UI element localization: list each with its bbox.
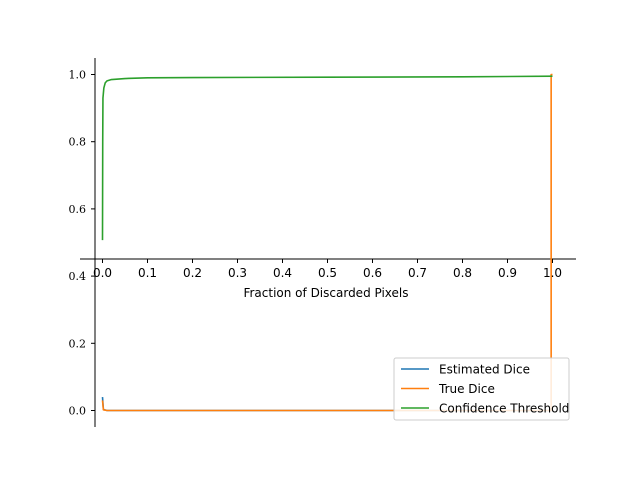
x-tick-label: 0.7: [408, 266, 427, 280]
x-ticks: 0.0 0.1 0.2 0.3 0.4 0.5 0.6 0.7 0.8 0.9 1.0: [93, 259, 562, 280]
y-tick-label: 0.6: [69, 203, 87, 216]
x-tick-label: 0.3: [228, 266, 247, 280]
legend-label: True Dice: [438, 382, 495, 396]
y-tick-label: 0.2: [69, 337, 87, 350]
legend-label: Estimated Dice: [439, 363, 530, 377]
series-line-3: [101, 75, 553, 241]
x-tick-label: 0.6: [363, 266, 382, 280]
x-tick-label: 0.1: [138, 266, 157, 280]
x-tick-label: 0.0: [93, 266, 112, 280]
x-tick-label: 0.9: [498, 266, 517, 280]
y-tick-label: 1.0: [69, 69, 87, 82]
y-ticks: 0.0 0.2 0.4 0.6 0.8 1.0: [69, 69, 95, 418]
x-tick-label: 0.8: [453, 266, 472, 280]
y-tick-label: 0.0: [69, 405, 87, 418]
x-tick-label: 0.4: [273, 266, 292, 280]
legend-box: [393, 357, 570, 421]
legend: Estimated Dice True Dice Confidence Thresh…: [393, 357, 570, 421]
legend-label: Confidence Threshold: [439, 402, 569, 416]
x-axis-label: Fraction of Discarded Pixels: [243, 286, 408, 300]
y-tick-label: 0.4: [69, 270, 87, 283]
x-tick-label: 0.2: [183, 266, 202, 280]
x-tick-label: 0.5: [318, 266, 337, 280]
y-tick-label: 0.8: [69, 136, 87, 149]
x-tick-label: 1.0: [543, 266, 562, 280]
